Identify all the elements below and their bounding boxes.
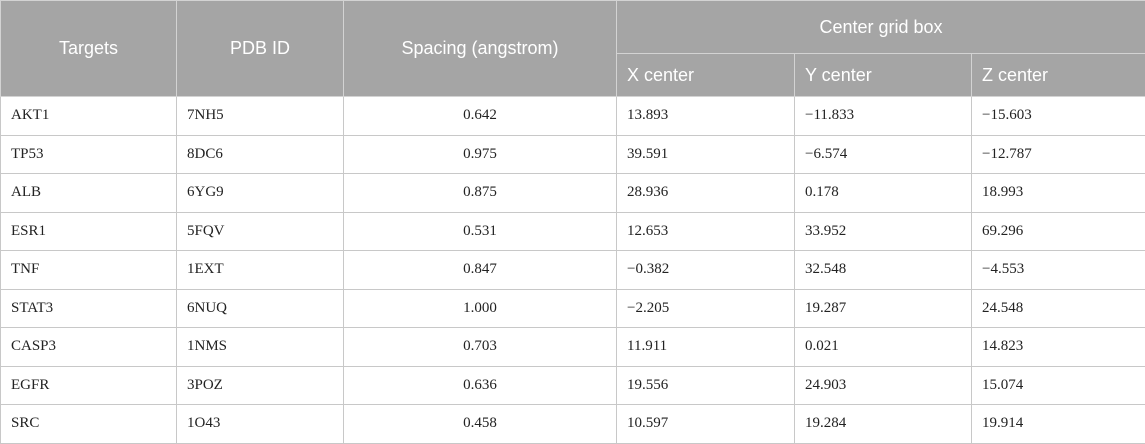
- cell-z-center: −4.553: [972, 251, 1145, 290]
- header-targets: Targets: [1, 1, 177, 97]
- cell-target: TNF: [1, 251, 177, 290]
- table-row: ALB 6YG9 0.875 28.936 0.178 18.993: [1, 174, 1145, 213]
- table-row: STAT3 6NUQ 1.000 −2.205 19.287 24.548: [1, 289, 1145, 328]
- table-row: TNF 1EXT 0.847 −0.382 32.548 −4.553: [1, 251, 1145, 290]
- cell-target: ESR1: [1, 212, 177, 251]
- header-z-center: Z center: [972, 54, 1145, 97]
- cell-pdb-id: 1NMS: [177, 328, 344, 367]
- table-row: SRC 1O43 0.458 10.597 19.284 19.914: [1, 405, 1145, 444]
- cell-x-center: 28.936: [617, 174, 795, 213]
- cell-x-center: 39.591: [617, 135, 795, 174]
- cell-pdb-id: 1EXT: [177, 251, 344, 290]
- cell-spacing: 0.847: [344, 251, 617, 290]
- cell-target: SRC: [1, 405, 177, 444]
- cell-spacing: 0.531: [344, 212, 617, 251]
- cell-z-center: 18.993: [972, 174, 1145, 213]
- cell-pdb-id: 1O43: [177, 405, 344, 444]
- cell-spacing: 0.642: [344, 97, 617, 136]
- cell-z-center: 14.823: [972, 328, 1145, 367]
- cell-z-center: 15.074: [972, 366, 1145, 405]
- cell-z-center: 24.548: [972, 289, 1145, 328]
- header-x-center: X center: [617, 54, 795, 97]
- cell-pdb-id: 5FQV: [177, 212, 344, 251]
- table-body: AKT1 7NH5 0.642 13.893 −11.833 −15.603 T…: [1, 97, 1145, 444]
- cell-target: EGFR: [1, 366, 177, 405]
- cell-target: AKT1: [1, 97, 177, 136]
- cell-pdb-id: 3POZ: [177, 366, 344, 405]
- header-spacing: Spacing (angstrom): [344, 1, 617, 97]
- cell-target: CASP3: [1, 328, 177, 367]
- cell-y-center: 32.548: [795, 251, 972, 290]
- cell-target: ALB: [1, 174, 177, 213]
- cell-x-center: 12.653: [617, 212, 795, 251]
- cell-target: STAT3: [1, 289, 177, 328]
- cell-y-center: 33.952: [795, 212, 972, 251]
- cell-y-center: −11.833: [795, 97, 972, 136]
- cell-z-center: −15.603: [972, 97, 1145, 136]
- cell-x-center: 10.597: [617, 405, 795, 444]
- table-row: ESR1 5FQV 0.531 12.653 33.952 69.296: [1, 212, 1145, 251]
- table-row: EGFR 3POZ 0.636 19.556 24.903 15.074: [1, 366, 1145, 405]
- cell-z-center: −12.787: [972, 135, 1145, 174]
- header-center-grid-box: Center grid box: [617, 1, 1145, 54]
- cell-y-center: 0.178: [795, 174, 972, 213]
- cell-x-center: −0.382: [617, 251, 795, 290]
- cell-z-center: 69.296: [972, 212, 1145, 251]
- cell-x-center: 19.556: [617, 366, 795, 405]
- table-header: Targets PDB ID Spacing (angstrom) Center…: [1, 1, 1145, 97]
- cell-y-center: 19.287: [795, 289, 972, 328]
- cell-pdb-id: 8DC6: [177, 135, 344, 174]
- cell-target: TP53: [1, 135, 177, 174]
- table-row: TP53 8DC6 0.975 39.591 −6.574 −12.787: [1, 135, 1145, 174]
- cell-x-center: 11.911: [617, 328, 795, 367]
- cell-y-center: 19.284: [795, 405, 972, 444]
- cell-y-center: 24.903: [795, 366, 972, 405]
- cell-pdb-id: 6NUQ: [177, 289, 344, 328]
- cell-z-center: 19.914: [972, 405, 1145, 444]
- cell-spacing: 0.458: [344, 405, 617, 444]
- table-row: AKT1 7NH5 0.642 13.893 −11.833 −15.603: [1, 97, 1145, 136]
- cell-spacing: 0.703: [344, 328, 617, 367]
- cell-pdb-id: 6YG9: [177, 174, 344, 213]
- table-row: CASP3 1NMS 0.703 11.911 0.021 14.823: [1, 328, 1145, 367]
- cell-x-center: 13.893: [617, 97, 795, 136]
- header-y-center: Y center: [795, 54, 972, 97]
- cell-x-center: −2.205: [617, 289, 795, 328]
- cell-spacing: 0.636: [344, 366, 617, 405]
- cell-pdb-id: 7NH5: [177, 97, 344, 136]
- header-pdb-id: PDB ID: [177, 1, 344, 97]
- cell-y-center: −6.574: [795, 135, 972, 174]
- cell-spacing: 0.975: [344, 135, 617, 174]
- cell-spacing: 1.000: [344, 289, 617, 328]
- cell-spacing: 0.875: [344, 174, 617, 213]
- cell-y-center: 0.021: [795, 328, 972, 367]
